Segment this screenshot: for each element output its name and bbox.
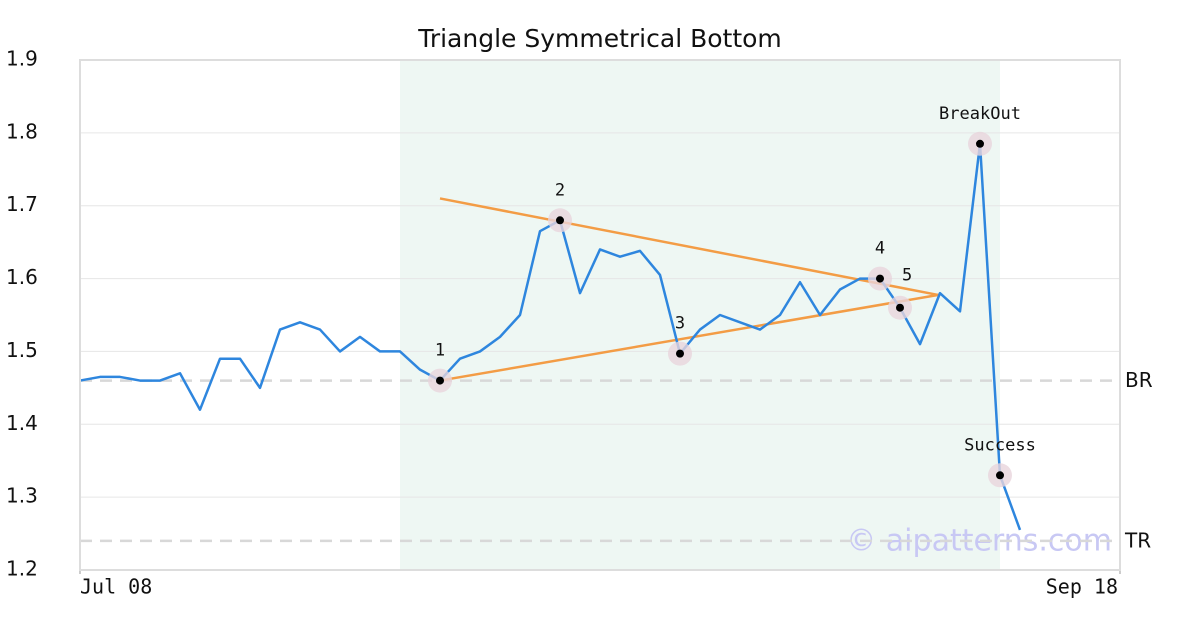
chart-title: Triangle Symmetrical Bottom — [417, 24, 782, 53]
level-label: BR — [1125, 368, 1153, 392]
pivot-dot — [436, 376, 444, 385]
pivot-dot — [556, 216, 564, 225]
trend-line — [439, 293, 941, 382]
pattern-region — [400, 60, 1000, 570]
pivot-dot — [876, 274, 884, 283]
y-tick-label: 1.6 — [6, 265, 38, 289]
pivot-label: 1 — [435, 341, 445, 361]
pivot-label: 5 — [902, 266, 912, 286]
y-tick-label: 1.8 — [6, 119, 38, 143]
pivot-label: 3 — [675, 314, 685, 334]
pivot-dot — [976, 139, 984, 148]
pivot-label: Success — [964, 435, 1036, 455]
y-tick-label: 1.2 — [6, 557, 38, 581]
plot-frame — [79, 59, 1121, 571]
y-tick-label: 1.3 — [6, 484, 38, 508]
y-tick-label: 1.4 — [6, 411, 38, 435]
pivot-label: 2 — [555, 180, 565, 200]
y-tick-label: 1.5 — [6, 338, 38, 362]
pivot-label: 4 — [875, 239, 885, 259]
y-tick-label: 1.9 — [6, 47, 38, 71]
x-tick-label: Sep 18 — [1046, 575, 1118, 599]
pivot-dot — [996, 471, 1004, 480]
level-label: TR — [1124, 528, 1151, 552]
pivot-dot — [676, 349, 684, 358]
pivot-label: BreakOut — [939, 104, 1021, 124]
x-tick-label: Jul 08 — [80, 575, 152, 599]
pivot-dot — [896, 303, 904, 312]
y-tick-label: 1.7 — [6, 192, 38, 216]
